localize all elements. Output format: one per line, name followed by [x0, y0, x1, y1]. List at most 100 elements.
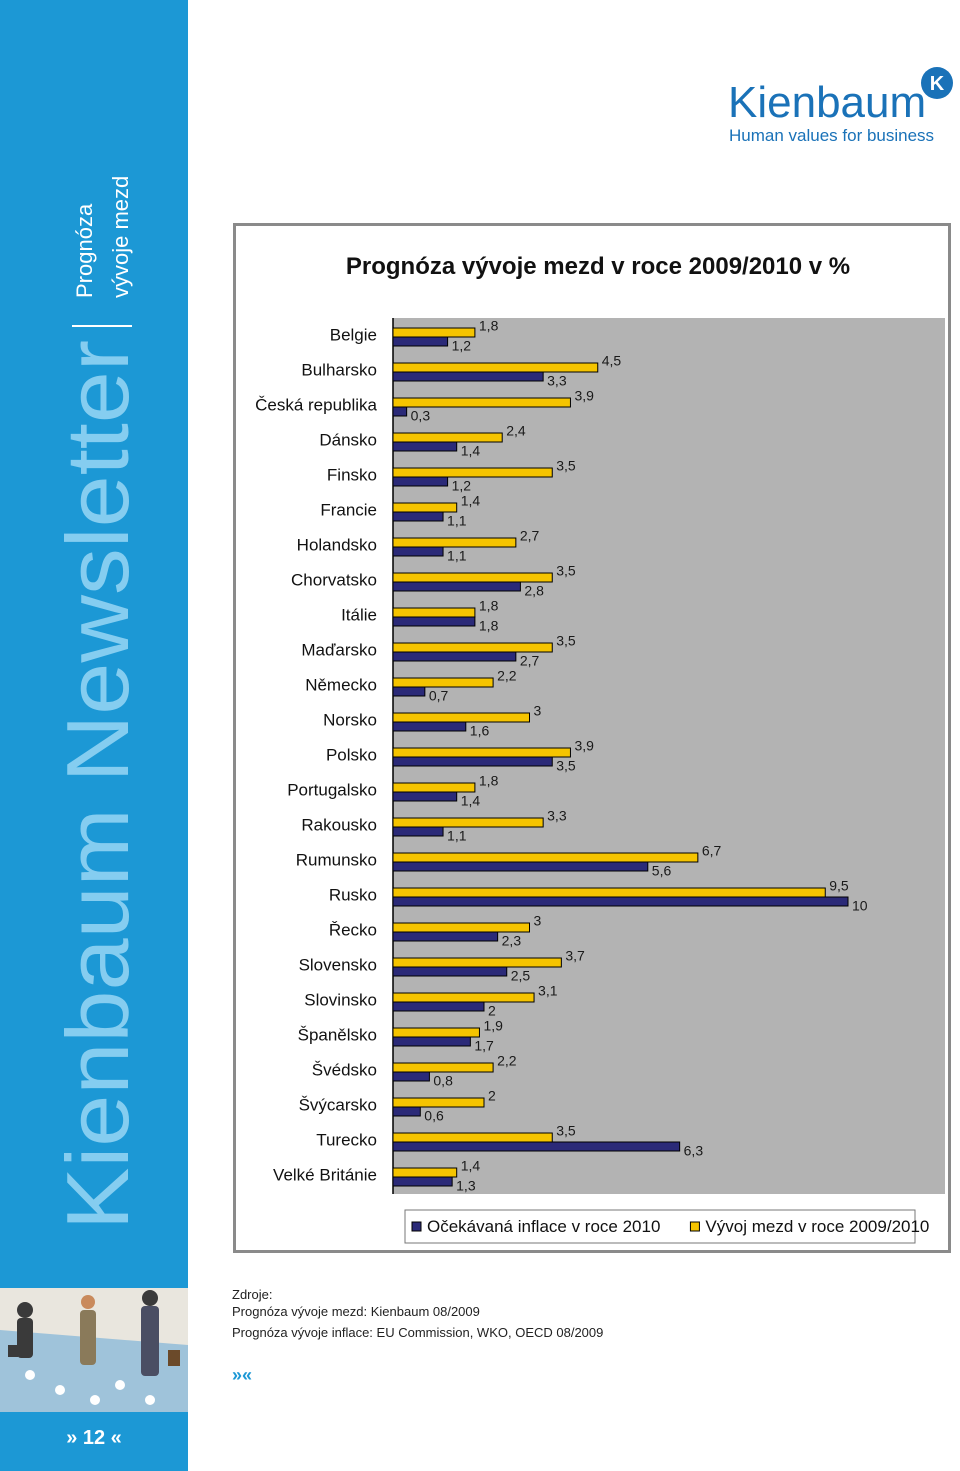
legend	[404, 1209, 916, 1244]
source-line: Prognóza vývoje inflace: EU Commission, …	[232, 1325, 603, 1340]
value-label: 2,4	[506, 423, 526, 439]
value-label: 1,7	[474, 1038, 494, 1054]
chart-title: Prognóza vývoje mezd v roce 2009/2010 v …	[346, 253, 850, 280]
bar	[392, 677, 494, 688]
value-label: 2,5	[511, 968, 531, 984]
bar	[392, 721, 467, 732]
value-label: 3,1	[538, 983, 558, 999]
value-label: 5,6	[652, 863, 672, 879]
bar	[392, 476, 449, 487]
value-label: 3,5	[556, 758, 576, 774]
category-label: Slovinsko	[304, 990, 377, 1009]
bar	[392, 887, 826, 898]
category-label: Norsko	[323, 710, 377, 729]
value-label: 1,2	[452, 338, 472, 354]
bar	[392, 511, 444, 522]
value-label: 1,4	[461, 1158, 481, 1174]
section-title: Prognóza	[72, 203, 97, 298]
bar	[392, 957, 562, 968]
sources-heading: Zdroje:	[232, 1287, 272, 1302]
logo-badge-letter: K	[930, 73, 945, 95]
bar	[392, 362, 599, 373]
category-label: Portugalsko	[287, 780, 377, 799]
value-label: 1,4	[461, 493, 481, 509]
bar	[392, 336, 449, 347]
value-label: 2,2	[497, 1053, 517, 1069]
value-label: 3,5	[556, 563, 576, 579]
bar	[392, 712, 530, 723]
bar	[392, 861, 649, 872]
logo-badge	[921, 67, 953, 99]
value-label: 0,6	[424, 1108, 444, 1124]
bar	[392, 966, 508, 977]
bar	[392, 896, 849, 907]
value-label: 1,1	[447, 828, 467, 844]
bar	[392, 1027, 480, 1038]
bar	[392, 327, 476, 338]
value-label: 1,2	[452, 478, 472, 494]
value-label: 1,1	[447, 513, 467, 529]
value-label: 2	[488, 1088, 496, 1104]
value-label: 3	[534, 913, 542, 929]
bar	[392, 581, 521, 592]
value-label: 2,8	[524, 583, 544, 599]
section-title: vývoje mezd	[108, 176, 133, 298]
bar	[392, 747, 571, 758]
category-label: Česká republika	[255, 395, 377, 414]
category-label: Rusko	[329, 885, 377, 904]
bar	[392, 397, 571, 408]
bar	[392, 852, 699, 863]
bar	[392, 1071, 430, 1082]
bar	[392, 686, 426, 697]
bar	[392, 931, 499, 942]
category-label: Holandsko	[297, 535, 377, 554]
category-label: Belgie	[330, 325, 377, 344]
value-label: 1,8	[479, 318, 499, 334]
legend-swatch	[689, 1221, 700, 1232]
value-label: 1,6	[470, 723, 490, 739]
value-label: 3,3	[547, 373, 567, 389]
bar	[392, 607, 476, 618]
value-label: 0,7	[429, 688, 449, 704]
value-label: 3,5	[556, 633, 576, 649]
category-label: Řecko	[329, 920, 377, 939]
ornament: »«	[232, 1365, 252, 1385]
category-label: Slovensko	[299, 955, 377, 974]
value-label: 2,7	[520, 528, 540, 544]
value-label: 3,3	[547, 808, 567, 824]
category-label: Chorvatsko	[291, 570, 377, 589]
bar	[392, 1141, 681, 1152]
value-label: 6,3	[684, 1143, 704, 1159]
value-label: 1,1	[447, 548, 467, 564]
bar	[392, 651, 517, 662]
value-label: 0,3	[411, 408, 431, 424]
bar	[392, 817, 544, 828]
bar	[392, 1132, 553, 1143]
value-label: 6,7	[702, 843, 722, 859]
category-label: Rumunsko	[296, 850, 377, 869]
value-label: 1,4	[461, 443, 481, 459]
legend-label: Očekávaná inflace v roce 2010	[427, 1217, 660, 1236]
value-label: 3	[534, 703, 542, 719]
value-label: 1,8	[479, 773, 499, 789]
bar	[392, 826, 444, 837]
value-label: 9,5	[829, 878, 849, 894]
logo-tagline: Human values for business	[729, 126, 934, 145]
bar	[392, 406, 408, 417]
bar	[392, 432, 503, 443]
category-label: Velké Británie	[273, 1165, 377, 1184]
category-label: Finsko	[327, 465, 377, 484]
value-label: 3,9	[574, 388, 594, 404]
category-label: Německo	[305, 675, 377, 694]
category-label: Rakousko	[301, 815, 377, 834]
category-label: Francie	[320, 500, 377, 519]
category-label: Švédsko	[312, 1060, 377, 1079]
source-line: Prognóza vývoje mezd: Kienbaum 08/2009	[232, 1304, 480, 1319]
value-label: 1,3	[456, 1178, 476, 1194]
value-label: 3,5	[556, 1123, 576, 1139]
bar	[392, 537, 517, 548]
category-label: Itálie	[341, 605, 377, 624]
bar	[392, 756, 553, 767]
